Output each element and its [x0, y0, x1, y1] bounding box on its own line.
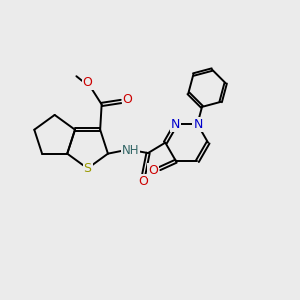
Text: O: O	[123, 94, 132, 106]
Text: NH: NH	[122, 144, 139, 157]
Text: O: O	[83, 76, 93, 89]
Text: S: S	[84, 162, 92, 175]
Text: N: N	[171, 118, 180, 130]
Text: N: N	[193, 118, 203, 130]
Text: O: O	[148, 164, 158, 177]
Text: O: O	[138, 176, 148, 188]
